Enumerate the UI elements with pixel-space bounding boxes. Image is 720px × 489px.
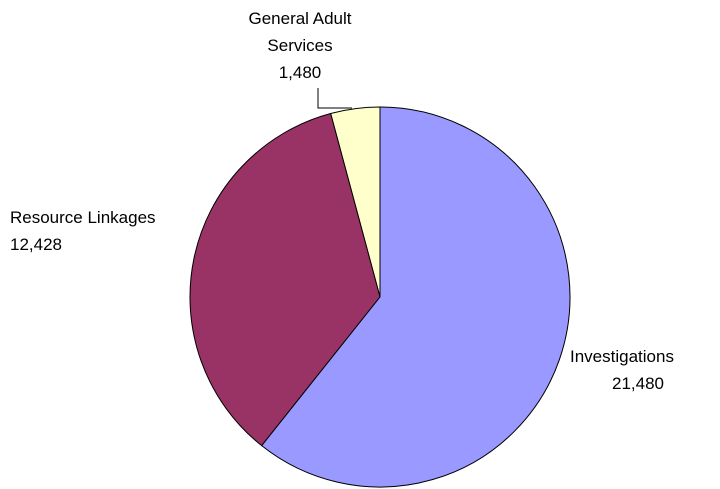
pie-slice	[260, 106, 571, 488]
slice-label: Resource Linkages	[10, 208, 156, 227]
leader-line	[317, 88, 352, 109]
slice-value-label: 12,428	[10, 235, 62, 254]
pie-slice	[189, 112, 381, 447]
slice-value-label: 21,480	[612, 374, 664, 393]
slice-label: Investigations	[570, 347, 674, 366]
slice-value-label: 1,480	[278, 63, 322, 82]
slice-label: General Adult Services	[248, 9, 352, 55]
